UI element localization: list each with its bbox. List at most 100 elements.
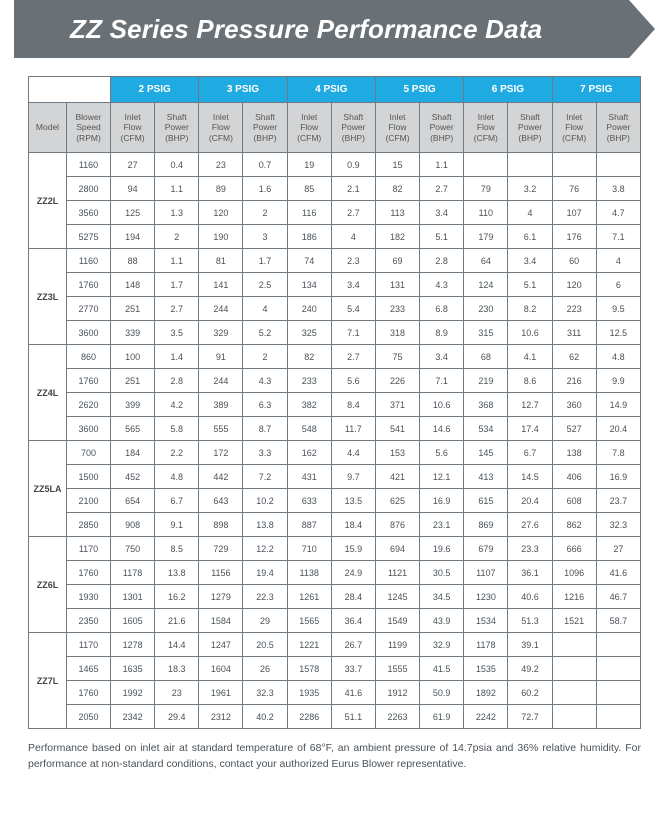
data-cell: 5.1 (420, 225, 464, 249)
rpm-cell: 1760 (67, 273, 111, 297)
data-cell: 12.5 (596, 321, 640, 345)
table-row: 1760199223196132.3193541.6191250.9189260… (29, 681, 641, 705)
data-cell: 898 (199, 513, 243, 537)
data-cell: 2.8 (420, 249, 464, 273)
data-cell: 100 (111, 345, 155, 369)
data-cell: 29 (243, 609, 287, 633)
data-cell: 27 (111, 153, 155, 177)
data-cell: 4 (508, 201, 552, 225)
data-cell: 339 (111, 321, 155, 345)
data-cell: 51.3 (508, 609, 552, 633)
data-cell: 251 (111, 369, 155, 393)
data-cell: 62 (552, 345, 596, 369)
data-cell: 1138 (287, 561, 331, 585)
data-cell: 5.8 (155, 417, 199, 441)
data-cell: 1535 (464, 657, 508, 681)
data-cell (552, 153, 596, 177)
data-cell: 12.7 (508, 393, 552, 417)
data-cell: 8.2 (508, 297, 552, 321)
data-cell: 7.1 (596, 225, 640, 249)
table-row: 35601251.312021162.71133.411041074.7 (29, 201, 641, 225)
data-cell: 19.6 (420, 537, 464, 561)
data-cell: 8.7 (243, 417, 287, 441)
data-cell: 251 (111, 297, 155, 321)
data-cell: 12.2 (243, 537, 287, 561)
data-cell: 1.3 (155, 201, 199, 225)
data-cell: 1.7 (155, 273, 199, 297)
data-cell: 182 (375, 225, 419, 249)
data-cell: 216 (552, 369, 596, 393)
psig-header: 5 PSIG (375, 77, 463, 103)
data-cell: 82 (375, 177, 419, 201)
rpm-cell: 2800 (67, 177, 111, 201)
data-cell: 72.7 (508, 705, 552, 729)
data-cell: 1.1 (155, 249, 199, 273)
data-cell: 58.7 (596, 609, 640, 633)
data-cell: 1.6 (243, 177, 287, 201)
data-cell (552, 681, 596, 705)
rpm-cell: 1160 (67, 153, 111, 177)
data-cell (596, 153, 640, 177)
data-cell: 382 (287, 393, 331, 417)
data-cell: 654 (111, 489, 155, 513)
data-cell: 40.2 (243, 705, 287, 729)
rpm-cell: 1760 (67, 369, 111, 393)
data-cell: 431 (287, 465, 331, 489)
data-cell: 32.3 (596, 513, 640, 537)
data-cell: 46.7 (596, 585, 640, 609)
header-flow: InletFlow(CFM) (375, 103, 419, 153)
data-cell: 3.5 (155, 321, 199, 345)
table-row: 28509089.189813.888718.487623.186927.686… (29, 513, 641, 537)
data-cell: 233 (287, 369, 331, 393)
data-cell: 4.2 (155, 393, 199, 417)
data-cell: 190 (199, 225, 243, 249)
data-cell: 4.3 (420, 273, 464, 297)
data-cell: 7.1 (420, 369, 464, 393)
title-banner: ZZ Series Pressure Performance Data (0, 0, 669, 58)
data-cell: 145 (464, 441, 508, 465)
data-cell: 233 (375, 297, 419, 321)
psig-header: 6 PSIG (464, 77, 552, 103)
header-flow: InletFlow(CFM) (199, 103, 243, 153)
data-cell: 32.3 (243, 681, 287, 705)
rpm-cell: 700 (67, 441, 111, 465)
model-cell: ZZ2L (29, 153, 67, 249)
data-cell: 2.2 (155, 441, 199, 465)
data-cell: 1247 (199, 633, 243, 657)
table-row: 1465163518.3160426157833.7155541.5153549… (29, 657, 641, 681)
data-cell: 8.5 (155, 537, 199, 561)
data-cell: 1992 (111, 681, 155, 705)
data-cell: 1.1 (420, 153, 464, 177)
data-cell: 1107 (464, 561, 508, 585)
header-power: ShaftPower(BHP) (243, 103, 287, 153)
table-row: 2050234229.4231240.2228651.1226361.92242… (29, 705, 641, 729)
data-cell: 5.1 (508, 273, 552, 297)
data-cell: 79 (464, 177, 508, 201)
table-row: 36003393.53295.23257.13188.931510.631112… (29, 321, 641, 345)
data-cell: 28.4 (331, 585, 375, 609)
data-cell: 27 (596, 537, 640, 561)
data-cell: 10.6 (420, 393, 464, 417)
data-cell: 23 (155, 681, 199, 705)
table-row: ZZ5LA7001842.21723.31624.41535.61456.713… (29, 441, 641, 465)
data-cell: 1578 (287, 657, 331, 681)
data-cell: 1199 (375, 633, 419, 657)
data-cell: 329 (199, 321, 243, 345)
data-cell: 368 (464, 393, 508, 417)
data-cell: 2.7 (331, 345, 375, 369)
data-cell: 3.8 (596, 177, 640, 201)
rpm-cell: 1930 (67, 585, 111, 609)
data-cell: 1555 (375, 657, 419, 681)
data-cell: 91 (199, 345, 243, 369)
data-cell: 4 (243, 297, 287, 321)
rpm-cell: 2050 (67, 705, 111, 729)
data-cell: 14.9 (596, 393, 640, 417)
data-cell: 2.7 (331, 201, 375, 225)
data-cell: 244 (199, 369, 243, 393)
header-power: ShaftPower(BHP) (596, 103, 640, 153)
data-cell: 318 (375, 321, 419, 345)
data-cell: 3.4 (508, 249, 552, 273)
table-body: ZZ2L1160270.4230.7190.9151.12800941.1891… (29, 153, 641, 729)
data-cell: 34.5 (420, 585, 464, 609)
data-cell: 24.9 (331, 561, 375, 585)
